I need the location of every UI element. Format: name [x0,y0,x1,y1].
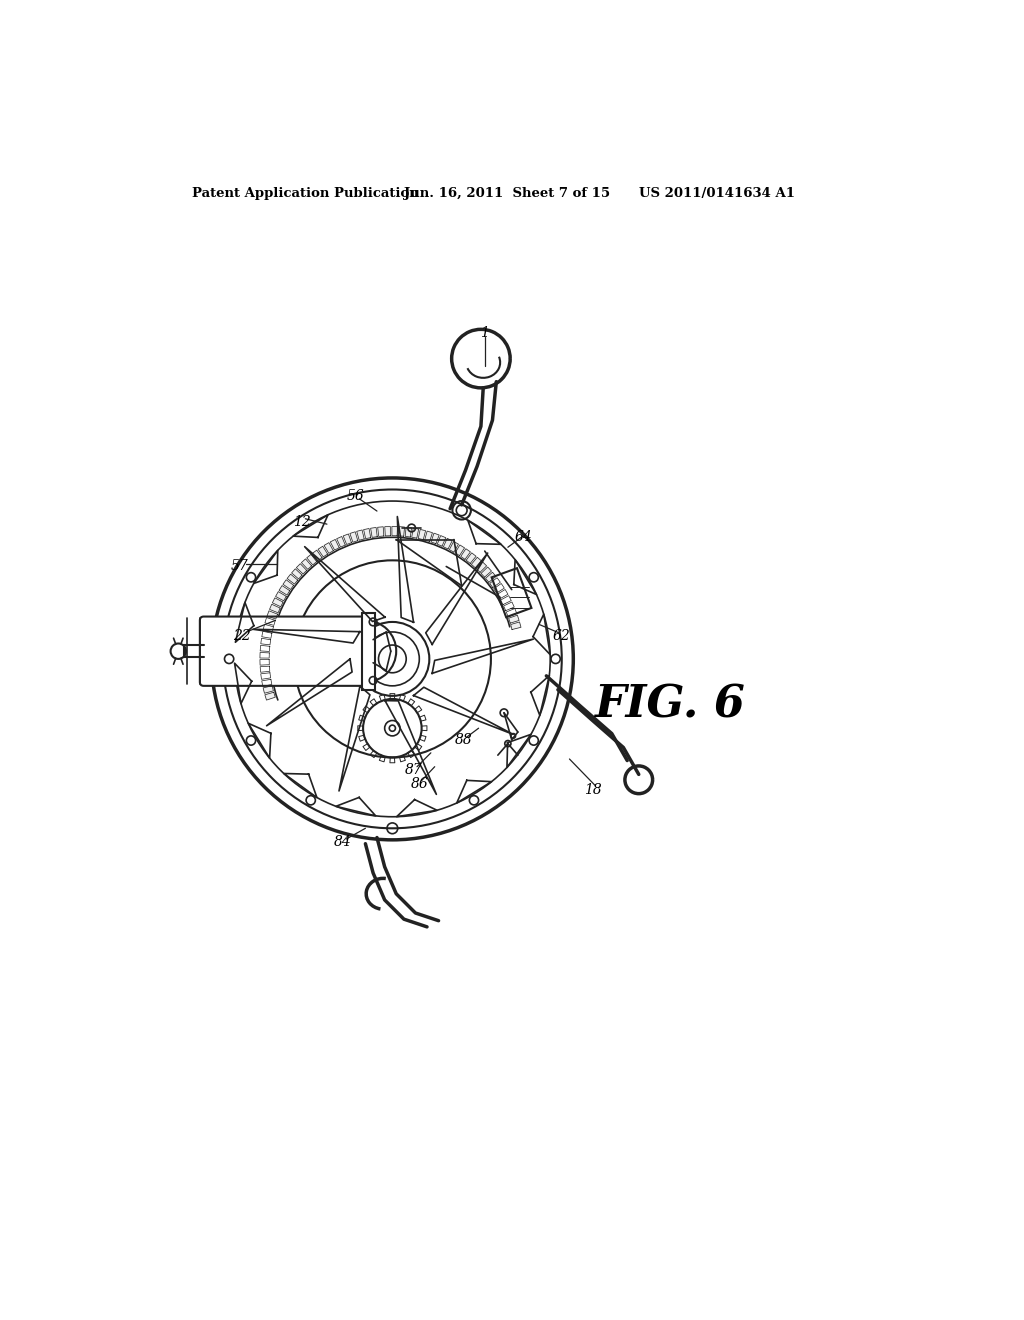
Text: 87: 87 [406,763,423,776]
Polygon shape [312,550,323,561]
Text: 62: 62 [553,628,570,643]
Polygon shape [263,624,273,632]
Polygon shape [476,562,486,573]
Polygon shape [398,527,404,536]
Polygon shape [275,591,287,601]
Polygon shape [269,605,281,612]
Text: 1: 1 [480,326,489,341]
Polygon shape [437,536,445,546]
Text: 12: 12 [293,515,310,529]
Text: 56: 56 [346,488,365,503]
Bar [361,612,376,689]
Polygon shape [506,609,517,616]
Text: 86: 86 [411,776,428,791]
Polygon shape [261,673,270,680]
Polygon shape [307,554,316,565]
Polygon shape [267,611,278,619]
Polygon shape [296,564,307,574]
Polygon shape [412,528,419,539]
Polygon shape [262,680,271,686]
Polygon shape [425,531,432,541]
Text: 84: 84 [334,836,351,849]
Text: Patent Application Publication: Patent Application Publication [193,187,419,199]
Polygon shape [318,546,328,557]
Text: US 2011/0141634 A1: US 2011/0141634 A1 [639,187,795,199]
Polygon shape [287,574,298,583]
Polygon shape [431,533,439,544]
Polygon shape [371,528,377,537]
Polygon shape [262,631,271,639]
Text: 18: 18 [584,783,601,797]
Polygon shape [364,528,371,539]
Polygon shape [260,645,269,652]
Polygon shape [378,527,384,536]
Text: 88: 88 [455,733,472,747]
Polygon shape [260,652,269,659]
Polygon shape [331,540,339,550]
Polygon shape [261,639,270,645]
Polygon shape [337,536,345,546]
Text: 64: 64 [514,531,532,544]
Polygon shape [481,568,492,577]
Polygon shape [489,578,501,587]
Polygon shape [509,615,519,623]
Polygon shape [260,667,269,672]
Polygon shape [504,602,514,611]
Polygon shape [283,579,294,590]
Text: FIG. 6: FIG. 6 [594,684,745,726]
Text: 22: 22 [233,628,251,643]
FancyBboxPatch shape [200,616,373,686]
Polygon shape [292,569,302,579]
Polygon shape [455,545,465,556]
Text: 57: 57 [231,560,249,573]
Polygon shape [385,527,390,536]
Polygon shape [343,535,351,544]
Polygon shape [392,527,397,536]
Polygon shape [301,558,311,569]
Polygon shape [350,532,357,543]
Polygon shape [461,549,470,560]
Polygon shape [280,586,290,595]
Polygon shape [324,543,334,553]
Polygon shape [272,598,283,607]
Polygon shape [406,527,412,537]
Polygon shape [265,692,275,700]
Polygon shape [443,539,453,549]
Polygon shape [471,557,481,568]
Text: Jun. 16, 2011  Sheet 7 of 15: Jun. 16, 2011 Sheet 7 of 15 [403,187,610,199]
Polygon shape [265,618,275,626]
Polygon shape [498,590,508,599]
Polygon shape [485,573,496,582]
Polygon shape [494,583,504,593]
Polygon shape [356,529,365,540]
Polygon shape [501,595,511,605]
Polygon shape [418,529,426,540]
Bar [492,568,531,618]
Polygon shape [466,553,476,564]
Polygon shape [450,541,459,552]
Polygon shape [511,622,521,630]
Polygon shape [263,686,273,693]
Polygon shape [260,660,269,665]
